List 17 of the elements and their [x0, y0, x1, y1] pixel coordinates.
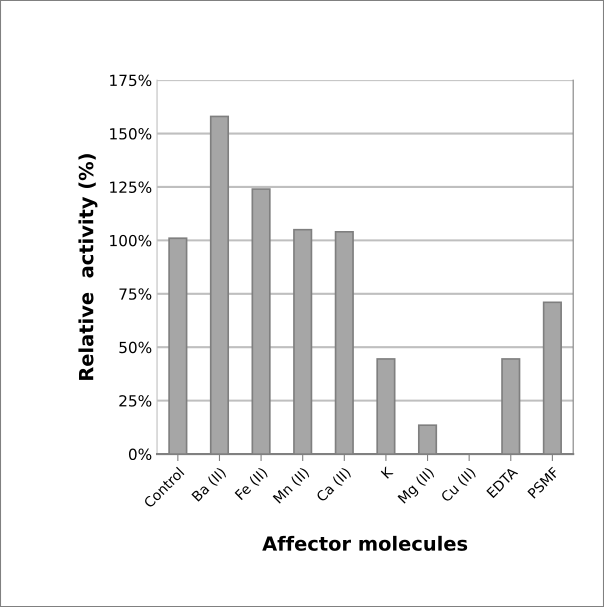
y-tick-label: 100% [110, 234, 152, 246]
x-tick-label: Fe (II) [234, 466, 269, 502]
y-tick-label: 25% [119, 395, 152, 407]
x-tick-label: K [380, 466, 394, 479]
y-axis-title: Relative activity (%) [78, 154, 98, 380]
x-tick-label: Ba (II) [191, 466, 228, 503]
x-tick-label: Ca (II) [315, 466, 352, 504]
y-tick-label: 75% [119, 288, 152, 300]
y-tick-label: 50% [119, 342, 152, 354]
y-tick-label: 0% [128, 448, 152, 460]
x-tick-label: Mn (II) [272, 466, 311, 505]
y-tick-label: 150% [110, 128, 152, 140]
x-tick-label: Mg (II) [397, 466, 436, 506]
y-tick-label: 175% [110, 74, 152, 86]
y-tick-label: 125% [110, 181, 152, 193]
x-axis-title: Affector molecules [262, 536, 468, 551]
x-tick-label: Cu (II) [440, 466, 478, 504]
